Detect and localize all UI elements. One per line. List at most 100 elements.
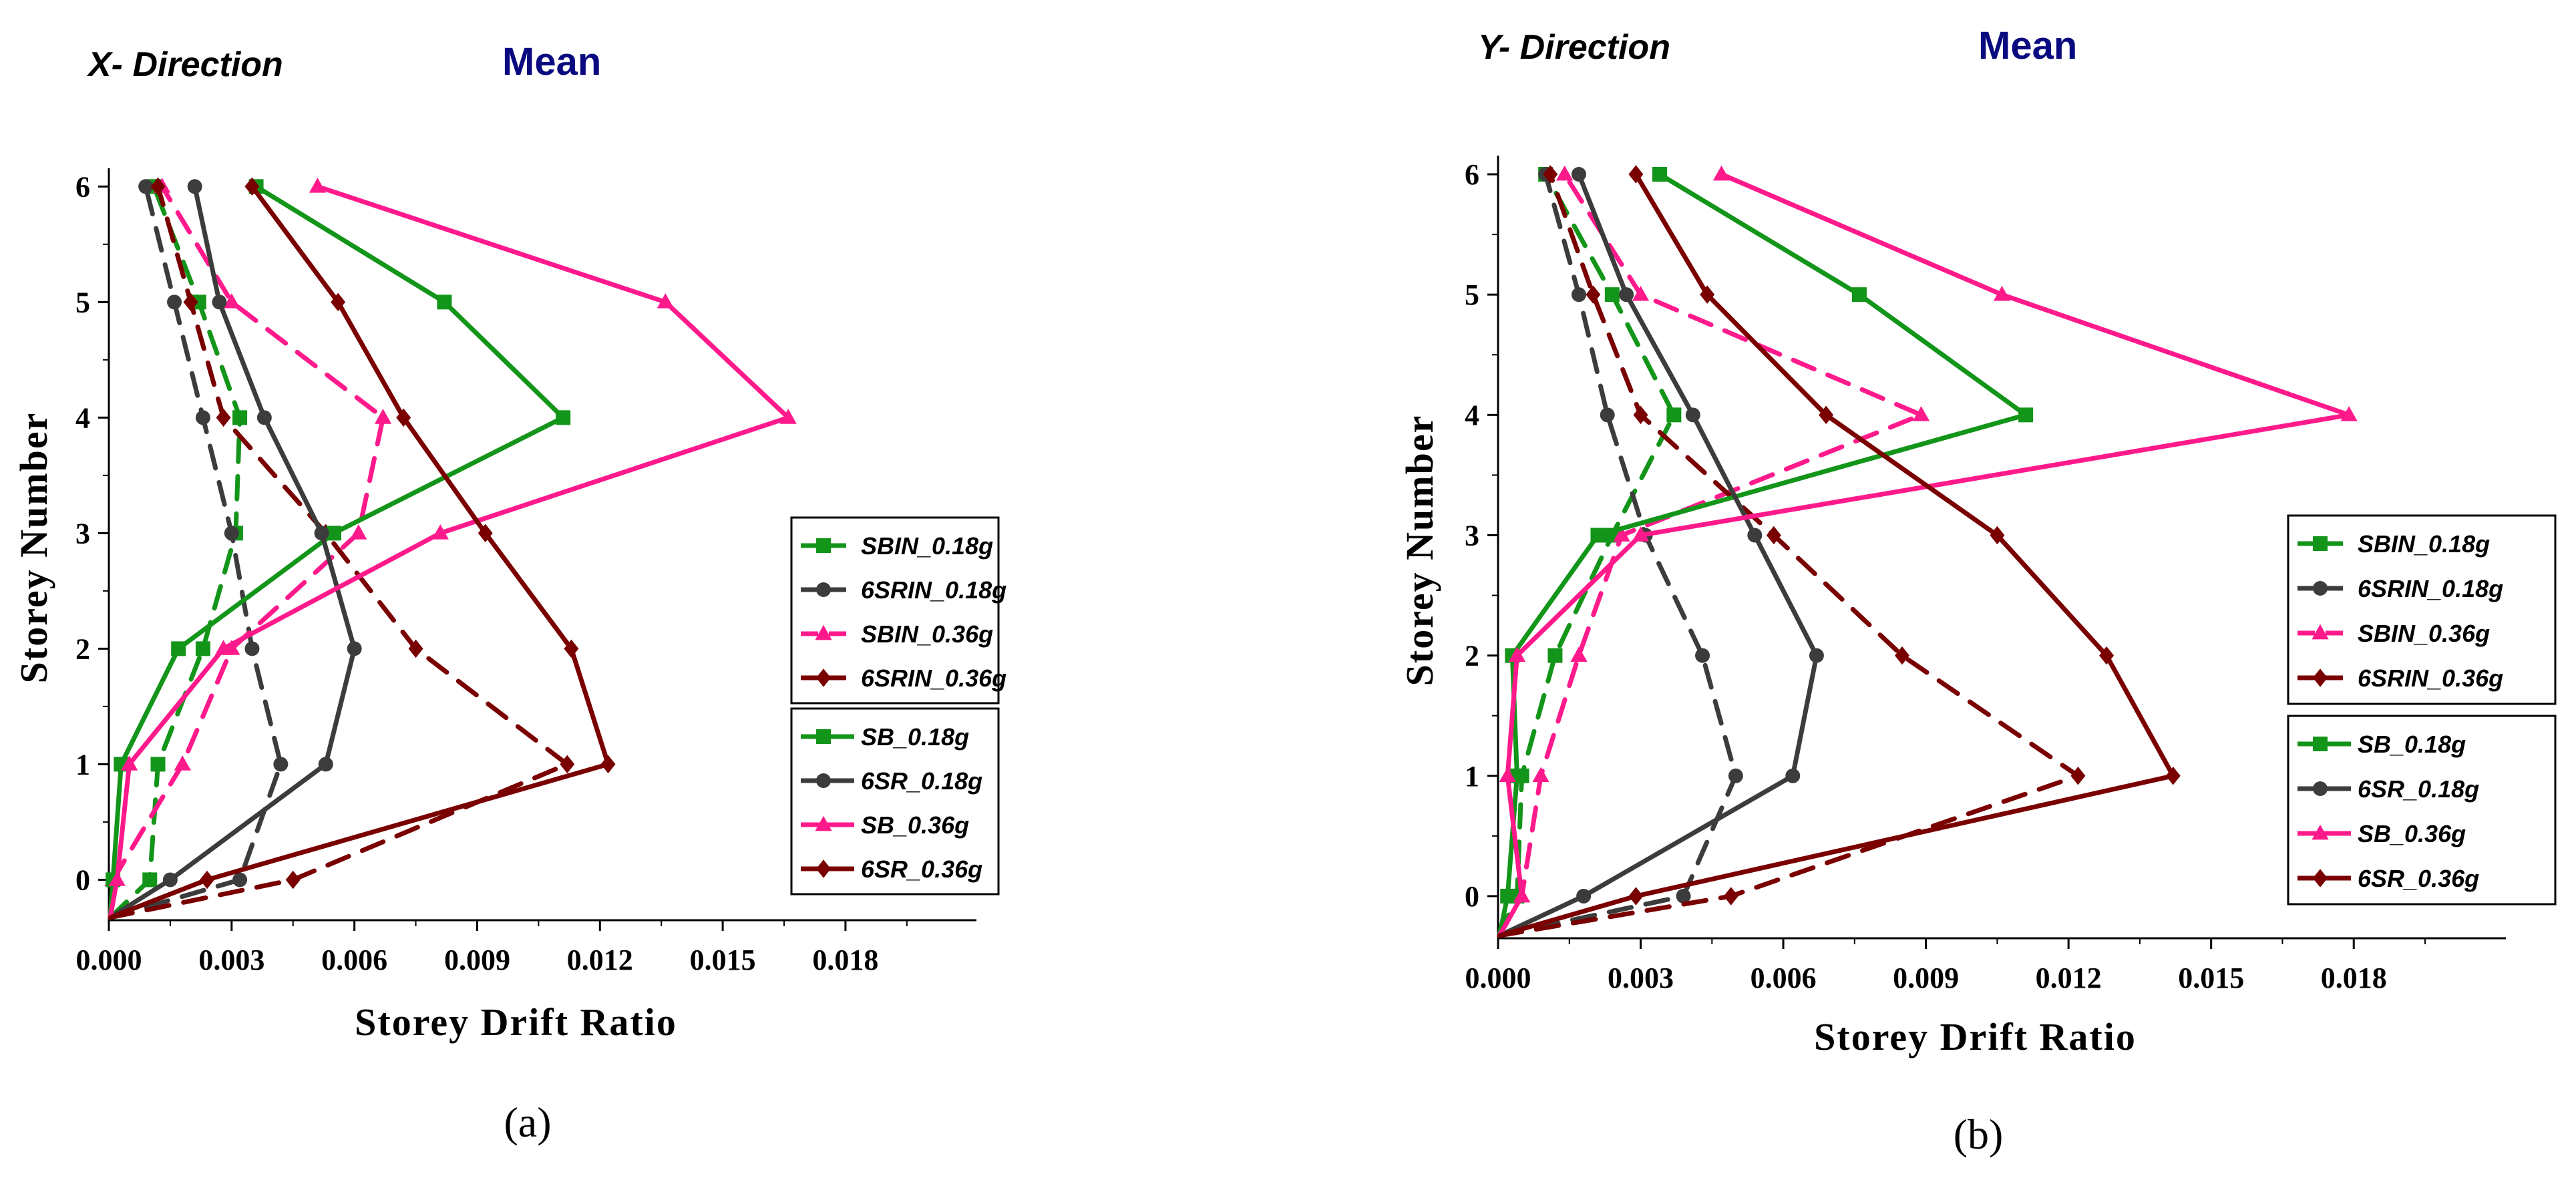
data-point: [2099, 646, 2114, 665]
chart-subtitle: Mean: [502, 40, 601, 83]
series-6srin-0-18g: [108, 179, 289, 920]
legend-marker: [2312, 624, 2329, 640]
data-point: [1723, 887, 1738, 906]
x-tick-label: 0.012: [567, 944, 633, 976]
data-point: [187, 179, 202, 194]
legend-marker: [2313, 536, 2328, 551]
data-point: [1547, 648, 1563, 663]
legend-marker: [815, 624, 832, 640]
x-tick-label: 0.015: [690, 944, 756, 976]
legend-marker: [2313, 668, 2328, 687]
data-point: [1700, 285, 1715, 304]
data-point: [560, 755, 575, 774]
x-tick-label: 0.003: [198, 944, 264, 976]
legend-frame: [2287, 514, 2557, 705]
legend-box-2: SB_0.18g 6SR_0.18g SB_0.36g 6SR_0.36g: [790, 707, 1000, 896]
series-6srin-0-18g: [1497, 167, 1743, 938]
data-point: [171, 641, 186, 656]
legend-marker: [2313, 737, 2328, 751]
data-point: [1809, 648, 1824, 663]
data-point: [138, 179, 154, 194]
x-tick-label: 0.018: [812, 944, 878, 976]
legend-label: 6SRIN_0.36g: [861, 664, 1006, 692]
series-line: [108, 184, 791, 920]
data-point: [1628, 165, 1644, 184]
data-point: [1543, 165, 1558, 184]
series-line: [108, 184, 566, 920]
x-tick-label: 0.018: [2321, 962, 2387, 994]
data-point: [167, 294, 182, 310]
y-axis-label: Storey Number: [1398, 415, 1441, 686]
data-point: [408, 639, 423, 658]
data-point: [1590, 528, 1606, 543]
legend-marker: [816, 538, 831, 553]
data-point: [1895, 646, 1910, 665]
data-point: [1747, 528, 1763, 543]
legend-label: 6SR_0.36g: [861, 855, 982, 883]
legend-label: SBIN_0.36g: [2358, 620, 2490, 647]
data-point: [318, 757, 333, 772]
legend-label: SBIN_0.18g: [2358, 530, 2490, 558]
data-point: [195, 641, 210, 656]
series-line: [1497, 172, 1676, 938]
legend-marker: [2313, 781, 2328, 796]
data-point: [214, 640, 232, 655]
data-point: [314, 526, 329, 541]
data-point: [183, 292, 198, 312]
data-point: [1572, 167, 1587, 182]
legend-label: SB_0.18g: [861, 723, 969, 751]
data-point: [223, 293, 240, 309]
data-point: [1990, 526, 2005, 545]
legend-label: 6SRIN_0.36g: [2358, 664, 2503, 692]
legend-label: 6SR_0.18g: [861, 767, 982, 795]
series-line: [1497, 172, 2028, 938]
data-point: [564, 639, 579, 658]
series-line: [108, 184, 242, 920]
data-point: [1676, 888, 1691, 904]
data-point: [1576, 888, 1592, 904]
data-point: [200, 870, 215, 890]
data-point: [600, 755, 616, 774]
data-point: [216, 408, 231, 427]
x-tick-label: 0.009: [444, 944, 510, 976]
legend-label: 6SRIN_0.18g: [861, 576, 1006, 604]
y-tick-label: 4: [1465, 399, 1479, 431]
data-point: [256, 410, 272, 425]
chart-panel-a: X- Direction Mean 0.000 0.003 0.006 0.009 0.01…: [12, 40, 1006, 1146]
data-point: [1785, 768, 1801, 783]
data-point: [1819, 405, 1834, 425]
data-point: [120, 755, 138, 771]
data-point: [327, 526, 342, 541]
data-point: [1766, 526, 1781, 545]
y-tick-label: 3: [75, 517, 90, 550]
legend-marker: [816, 668, 831, 687]
data-point: [1632, 526, 1650, 542]
data-point: [1604, 287, 1620, 303]
x-tick-label: 0.009: [1893, 962, 1959, 994]
series-line: [1497, 172, 1738, 938]
series-line: [108, 184, 283, 920]
legend-box-1: SBIN_0.18g 6SRIN_0.18g SBIN_0.36g 6SRIN_0.3…: [790, 516, 1006, 705]
data-point: [1572, 287, 1587, 303]
data-point: [2070, 767, 2086, 785]
legend-label: SB_0.18g: [2358, 731, 2466, 758]
data-point: [347, 641, 362, 656]
y-tick-label: 6: [75, 170, 90, 203]
data-point: [1632, 285, 1650, 301]
x-tick-label: 0.006: [321, 944, 387, 976]
chart-title: X- Direction: [86, 45, 283, 84]
data-point: [374, 409, 392, 424]
data-point: [1993, 285, 2011, 301]
data-point: [556, 410, 571, 425]
series-line: [1497, 172, 2080, 938]
chart-subtitle: Mean: [1978, 24, 2077, 67]
data-point: [657, 293, 674, 309]
data-point: [224, 526, 239, 541]
data-point: [212, 294, 227, 310]
series-line: [1497, 172, 2176, 938]
data-point: [1619, 287, 1634, 303]
x-axis-label: Storey Drift Ratio: [355, 1000, 677, 1044]
series-line: [108, 184, 357, 920]
subfigure-label: (b): [1954, 1111, 2004, 1158]
